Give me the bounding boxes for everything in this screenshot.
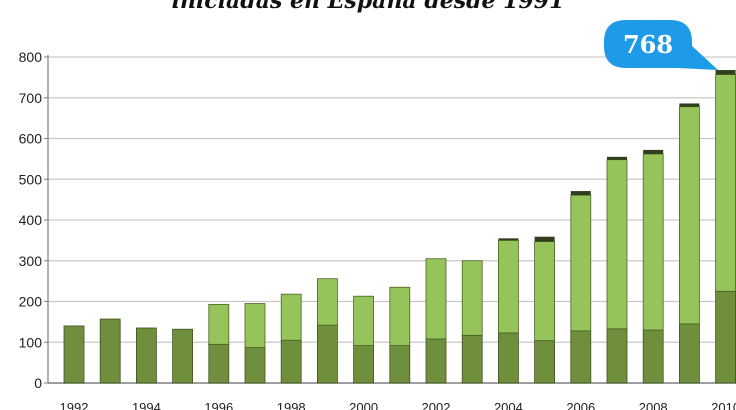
x-tick-label-2004: 2004 bbox=[494, 400, 523, 410]
bar-upper-2000 bbox=[353, 295, 375, 346]
bar-lower-1994 bbox=[135, 327, 157, 384]
bar-cap-2008 bbox=[643, 149, 664, 154]
bar-cap-2004 bbox=[498, 238, 519, 241]
bar-upper-2006 bbox=[570, 194, 592, 332]
y-tick-label-5: 500 bbox=[19, 171, 43, 187]
bars-layer bbox=[63, 70, 736, 384]
x-tick-label-1992: 1992 bbox=[60, 400, 89, 410]
y-tick-label-8: 800 bbox=[19, 49, 43, 65]
y-tick-label-7: 700 bbox=[19, 90, 43, 106]
bar-lower-2010 bbox=[715, 290, 736, 384]
bar-lower-2002 bbox=[425, 338, 447, 384]
bar-lower-2009 bbox=[679, 323, 700, 384]
bar-upper-1998 bbox=[280, 293, 302, 341]
bar-upper-2005 bbox=[534, 241, 555, 342]
bar-cap-2010 bbox=[715, 70, 736, 75]
bar-lower-1997 bbox=[244, 347, 266, 384]
chart-title: iniciadas en España desde 1991 bbox=[171, 0, 565, 14]
bar-upper-2010 bbox=[715, 74, 736, 292]
y-axis: 0 100 200 300 400 500 600 700 800 bbox=[19, 49, 49, 391]
y-tick-label-4: 400 bbox=[19, 212, 43, 228]
bar-lower-2005 bbox=[534, 340, 555, 384]
x-tick-label-2000: 2000 bbox=[349, 400, 378, 410]
bar-lower-1999 bbox=[316, 324, 338, 384]
bar-lower-2000 bbox=[353, 345, 375, 384]
bar-upper-1999 bbox=[316, 278, 338, 326]
bar-lower-2006 bbox=[570, 330, 592, 384]
bar-cap-2005 bbox=[534, 236, 555, 242]
bar-lower-2004 bbox=[497, 332, 519, 384]
y-tick-label-3: 300 bbox=[19, 253, 43, 269]
bar-cap-2006 bbox=[570, 191, 591, 196]
y-tick-label-0: 0 bbox=[34, 375, 42, 391]
x-tick-label-1998: 1998 bbox=[277, 400, 306, 410]
bar-lower-2003 bbox=[461, 334, 483, 384]
bar-upper-2009 bbox=[679, 106, 700, 325]
bar-lower-2008 bbox=[642, 329, 664, 384]
bar-lower-1993 bbox=[99, 318, 121, 384]
bar-upper-2003 bbox=[461, 260, 483, 336]
y-tick-label-6: 600 bbox=[19, 131, 43, 147]
bar-cap-2009 bbox=[679, 103, 700, 107]
bar-upper-2008 bbox=[642, 153, 664, 331]
x-axis: 1992 1994 1996 1998 2000 2002 2004 2006 2008 2010 bbox=[60, 400, 736, 410]
callout-label: 768 bbox=[623, 30, 673, 59]
y-tick-label-1: 100 bbox=[19, 334, 43, 350]
x-tick-label-2006: 2006 bbox=[566, 400, 595, 410]
bar-cap-2007 bbox=[607, 156, 627, 160]
bar-lower-2007 bbox=[606, 328, 628, 384]
bar-upper-2007 bbox=[606, 159, 628, 330]
bar-lower-1996 bbox=[208, 343, 230, 384]
x-tick-label-1994: 1994 bbox=[132, 400, 161, 410]
bar-upper-1996 bbox=[208, 303, 230, 345]
bar-lower-1995 bbox=[172, 328, 194, 384]
bar-lower-1998 bbox=[280, 339, 302, 384]
bar-upper-2004 bbox=[497, 239, 519, 334]
bar-upper-2001 bbox=[389, 286, 411, 346]
x-tick-label-2008: 2008 bbox=[639, 400, 668, 410]
bar-lower-2001 bbox=[389, 345, 411, 384]
x-tick-label-2002: 2002 bbox=[422, 400, 451, 410]
bar-upper-1997 bbox=[244, 303, 266, 348]
callout-bubble bbox=[604, 20, 718, 70]
value-callout: 768 bbox=[604, 20, 718, 70]
bar-upper-2002 bbox=[425, 258, 447, 340]
y-tick-label-2: 200 bbox=[19, 294, 43, 310]
x-tick-label-2010: 2010 bbox=[711, 400, 736, 410]
x-tick-label-1996: 1996 bbox=[204, 400, 233, 410]
bar-lower-1992 bbox=[63, 325, 85, 384]
